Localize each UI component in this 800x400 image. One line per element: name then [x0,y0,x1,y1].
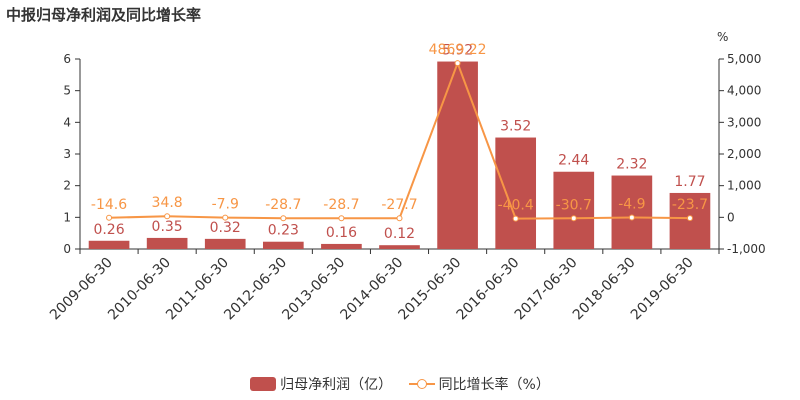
y-left-tick-label: 0 [63,242,71,256]
y-right-tick-label: -1,000 [727,242,766,256]
legend-item-bar[interactable]: 归母净利润（亿） [250,374,392,394]
bar-value-label: 3.52 [500,119,531,135]
growth-line [109,60,690,220]
line-point [164,213,171,220]
bar-value-label: 5.92 [442,43,473,59]
legend-bar-swatch [250,377,277,391]
bar [321,243,362,249]
bar-value-label: 0.32 [210,220,241,236]
y-right-unit: % [717,30,728,44]
y-right-tick-label: 2,000 [727,147,761,161]
line-point [512,215,519,222]
bar [204,238,246,249]
bar [262,241,304,249]
y-left-tick-label: 2 [63,179,71,193]
line-value-label: -28.7 [323,197,359,213]
line-value-label: -7.9 [212,197,239,213]
line-value-label: -23.7 [672,197,708,213]
line-value-label: -30.7 [556,197,592,213]
bar [146,237,188,249]
bar [88,240,130,249]
legend-label-line: 同比增长率（%） [438,377,550,393]
y-right-tick-label: 4,000 [727,84,761,98]
line-point [338,215,345,222]
chart-title: 中报归母净利润及同比增长率 [6,6,202,24]
line-value-label: -14.6 [91,197,127,213]
line-point [106,214,113,221]
line-value-label: -40.4 [498,198,534,214]
y-right-tick-label: 0 [727,210,735,224]
bar-value-label: 0.23 [268,223,299,239]
legend-line-swatch [408,377,435,391]
line-point [570,215,577,222]
bar [495,137,537,249]
line-point [628,214,635,221]
bar [611,175,653,249]
bar [379,245,420,249]
bar-value-label: 0.35 [152,219,183,235]
line-value-label: 4869.22 [429,42,487,58]
y-left-tick-label: 1 [63,210,71,224]
legend-item-line[interactable]: 同比增长率（%） [408,374,550,394]
bar-value-label: 0.16 [326,225,357,241]
line-point [686,215,693,222]
bar [553,171,595,249]
bar-value-label: 2.32 [616,157,647,173]
line-value-label: 34.8 [152,195,183,211]
y-left-tick-label: 4 [63,115,71,129]
y-left-tick-label: 3 [63,147,71,161]
bar-value-label: 1.77 [674,174,705,190]
y-right-tick-label: 1,000 [727,179,761,193]
x-tick-label: 2019-06-30 [628,255,697,324]
y-right-tick-label: 5,000 [727,52,761,66]
line-value-label: -27.7 [381,197,417,213]
legend: 归母净利润（亿） 同比增长率（%） [0,374,800,395]
bar-value-label: 0.12 [384,226,415,242]
line-point [396,215,403,222]
line-point [454,60,461,67]
bar [437,61,478,250]
y-left-tick-label: 5 [63,84,71,98]
line-value-label: -4.9 [618,196,645,212]
bar-value-label: 0.26 [93,222,124,238]
line-point [280,215,287,222]
y-left-tick-label: 6 [63,52,71,66]
y-right-tick-label: 3,000 [727,115,761,129]
bar-value-label: 2.44 [558,153,589,169]
legend-label-bar: 归母净利润（亿） [280,377,393,393]
line-point [222,214,229,221]
line-value-label: -28.7 [265,197,301,213]
